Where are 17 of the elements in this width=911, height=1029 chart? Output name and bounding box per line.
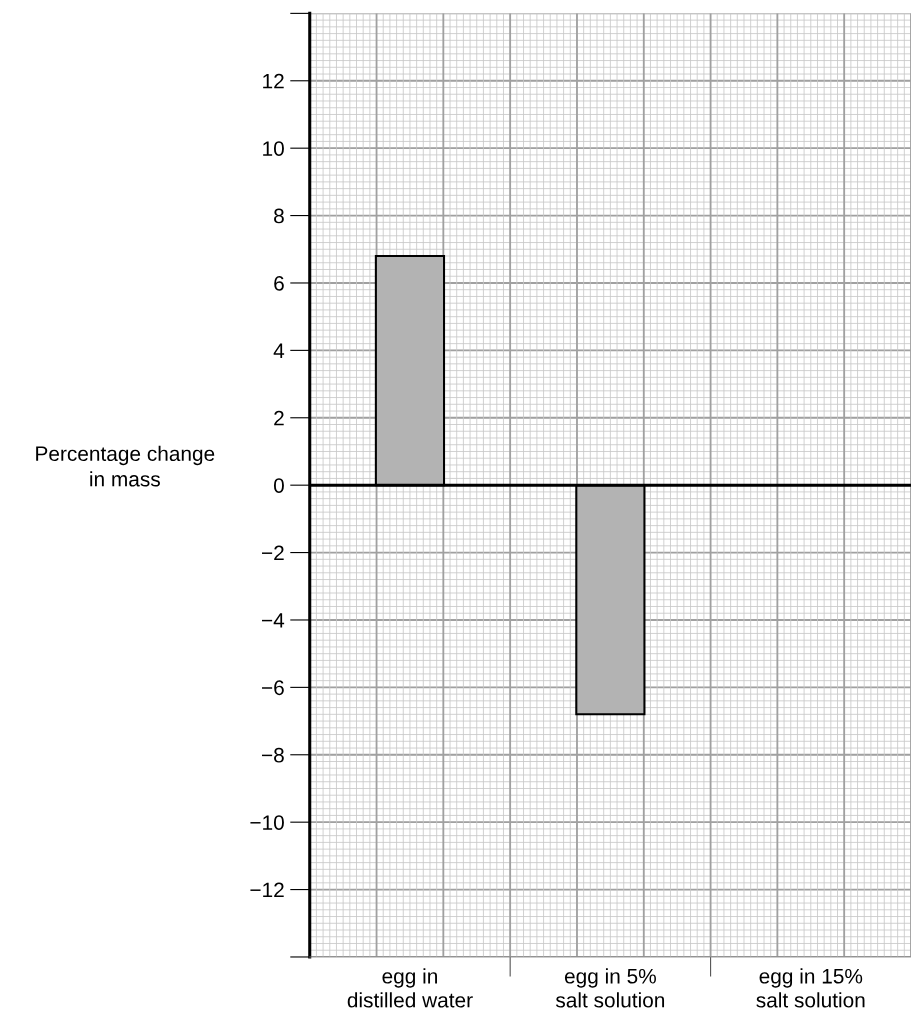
x-tick-label: egg in 5% salt solution [555, 968, 665, 1008]
y-tick-label: 0 [273, 478, 284, 493]
x-tick-label: egg in distilled water [347, 968, 473, 1008]
y-tick-label: −6 [262, 680, 284, 696]
y-tick-label: −10 [250, 815, 284, 830]
y-tick-label: 10 [263, 141, 284, 156]
y-tick-label: −4 [262, 613, 285, 628]
x-tick-label: egg in 15% salt solution [756, 968, 865, 1008]
y-tick-label: 8 [274, 208, 284, 224]
y-tick-label: 2 [274, 410, 284, 426]
y-tick-label: 6 [274, 275, 284, 291]
text: −12 [250, 882, 284, 898]
y-tick-label: −2 [262, 545, 284, 561]
y-tick-label: 4 [273, 343, 285, 358]
y-tick-label: −8 [262, 747, 284, 763]
y-tick-label: 12 [263, 73, 284, 89]
y-axis-title: Percentage change in mass [36, 445, 215, 487]
